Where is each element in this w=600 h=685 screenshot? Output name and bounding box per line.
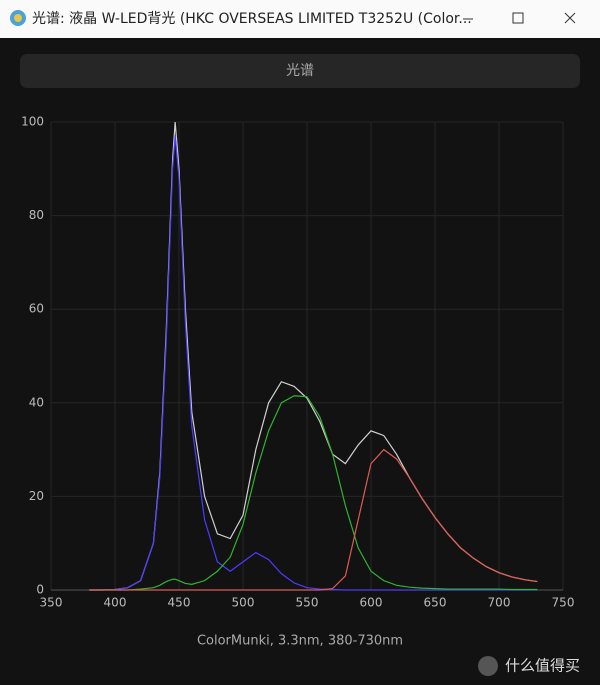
y-tick-label: 80 xyxy=(29,208,44,222)
y-tick-label: 60 xyxy=(29,302,44,316)
x-axis-label: ColorMunki, 3.3nm, 380-730nm xyxy=(197,634,403,649)
x-tick-label: 700 xyxy=(488,596,511,610)
x-tick-label: 350 xyxy=(40,596,63,610)
x-tick-label: 450 xyxy=(168,596,191,610)
title-bar xyxy=(0,0,600,38)
y-tick-label: 40 xyxy=(29,395,44,409)
y-tick-label: 20 xyxy=(29,489,44,503)
series-line xyxy=(89,135,538,591)
x-tick-label: 650 xyxy=(424,596,447,610)
y-tick-label: 0 xyxy=(36,583,44,597)
maximize-button[interactable] xyxy=(512,12,524,24)
x-tick-label: 750 xyxy=(552,596,575,610)
x-tick-label: 500 xyxy=(232,596,255,610)
tab-label: 光谱 xyxy=(286,63,314,79)
close-button[interactable] xyxy=(564,12,576,24)
watermark: 什么值得买 xyxy=(505,657,580,675)
y-tick-label: 100 xyxy=(21,115,44,129)
x-tick-label: 600 xyxy=(360,596,383,610)
series-line xyxy=(89,395,538,591)
series-line xyxy=(89,448,538,591)
app-icon-inner xyxy=(14,14,22,22)
x-tick-label: 550 xyxy=(296,596,319,610)
window-title: 光谱: 液晶 W-LED背光 (HKC OVERSEAS LIMITED T32… xyxy=(32,11,472,27)
watermark-icon xyxy=(478,656,498,676)
x-tick-label: 400 xyxy=(104,596,127,610)
tab-button[interactable] xyxy=(20,54,580,88)
